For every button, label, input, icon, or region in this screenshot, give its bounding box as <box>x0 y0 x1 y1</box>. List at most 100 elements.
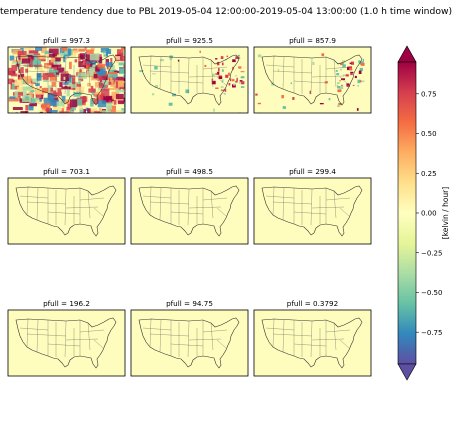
field-cell <box>361 80 365 83</box>
field-cell <box>100 88 110 96</box>
field-cell <box>11 79 17 86</box>
state-border <box>64 57 67 95</box>
state-border <box>216 339 227 349</box>
field-cell <box>57 88 62 93</box>
field-cell <box>69 99 78 108</box>
state-border <box>19 327 49 331</box>
field-cell <box>235 80 238 83</box>
state-border <box>272 201 313 205</box>
field-cell <box>74 59 78 63</box>
field-cell <box>115 110 124 113</box>
field-cell <box>226 55 228 58</box>
field-cell <box>49 73 57 81</box>
state-border <box>272 186 275 216</box>
field-cell <box>218 76 223 79</box>
field-cell <box>56 101 65 107</box>
state-border <box>36 187 39 221</box>
field-cell <box>341 78 345 81</box>
state-border <box>339 207 350 217</box>
state-border <box>282 56 285 90</box>
field-cell <box>102 95 113 104</box>
field-cell <box>16 61 20 67</box>
field-cell <box>238 82 242 84</box>
field-cell <box>41 47 47 54</box>
field-cell <box>117 100 125 105</box>
field-cell <box>339 80 341 82</box>
field-cell <box>362 58 364 62</box>
field-cell <box>239 80 243 82</box>
state-border <box>26 186 29 216</box>
state-border <box>265 64 295 68</box>
field-cell <box>67 101 71 110</box>
field-cell <box>324 81 328 84</box>
field-cell <box>28 59 33 68</box>
field-cell <box>29 50 39 54</box>
field-cell <box>35 67 39 71</box>
field-cell <box>63 55 66 63</box>
field-cell <box>100 75 108 82</box>
field-cell <box>204 64 207 67</box>
state-border <box>93 207 104 217</box>
state-border <box>272 70 313 74</box>
field-cell <box>111 91 120 100</box>
state-border <box>26 201 67 205</box>
state-border <box>210 322 214 351</box>
field-cell <box>93 75 102 79</box>
field-cell <box>347 66 351 71</box>
colorbar-tick-label: 0.00 <box>421 210 437 218</box>
field-cell <box>220 86 224 88</box>
field-cell <box>102 80 109 85</box>
state-border <box>187 188 190 226</box>
field-cell <box>57 67 65 73</box>
state-border <box>272 318 275 348</box>
field-cell <box>25 105 29 111</box>
panel-frame <box>253 46 372 114</box>
field-cell <box>35 87 42 95</box>
field-cell <box>123 64 125 72</box>
state-border <box>325 66 351 70</box>
field-cell <box>8 97 19 102</box>
field-cell <box>8 78 14 85</box>
field-cell <box>233 83 236 86</box>
field-cell <box>342 60 346 64</box>
state-border <box>170 343 204 347</box>
field-cell <box>96 90 100 94</box>
state-border <box>142 195 172 199</box>
state-border <box>36 319 39 353</box>
field-cell <box>337 89 342 93</box>
state-border <box>159 56 162 90</box>
field-cell <box>319 103 324 105</box>
panel-frame <box>7 177 126 245</box>
field-cell <box>345 74 349 77</box>
field-cell <box>172 93 176 97</box>
us-outline <box>15 185 117 237</box>
state-border <box>293 80 327 84</box>
panel-title: pfull = 299.4 <box>289 167 336 176</box>
panel-title: pfull = 196.2 <box>43 299 90 308</box>
field-cell <box>78 61 84 68</box>
field-cell <box>40 69 45 77</box>
field-cell <box>79 69 82 72</box>
field-cell <box>91 108 97 111</box>
state-border <box>149 201 190 205</box>
field-cell <box>90 98 99 105</box>
field-cell <box>95 81 102 88</box>
field-cell <box>228 72 230 76</box>
field-cell <box>114 56 121 60</box>
field-cell <box>123 96 125 103</box>
field-cell <box>89 53 100 61</box>
field-cell <box>240 81 245 85</box>
field-cell <box>69 74 73 83</box>
field-cell <box>53 62 61 65</box>
field-cell <box>9 96 16 99</box>
state-border <box>325 329 351 333</box>
field-cell <box>357 79 361 84</box>
field-cell <box>108 81 115 85</box>
field-cell <box>224 88 227 92</box>
state-border <box>65 338 99 341</box>
field-cell <box>152 73 156 75</box>
state-border <box>19 64 49 68</box>
state-border <box>311 206 345 209</box>
state-border <box>79 197 105 201</box>
field-cell <box>36 100 40 105</box>
